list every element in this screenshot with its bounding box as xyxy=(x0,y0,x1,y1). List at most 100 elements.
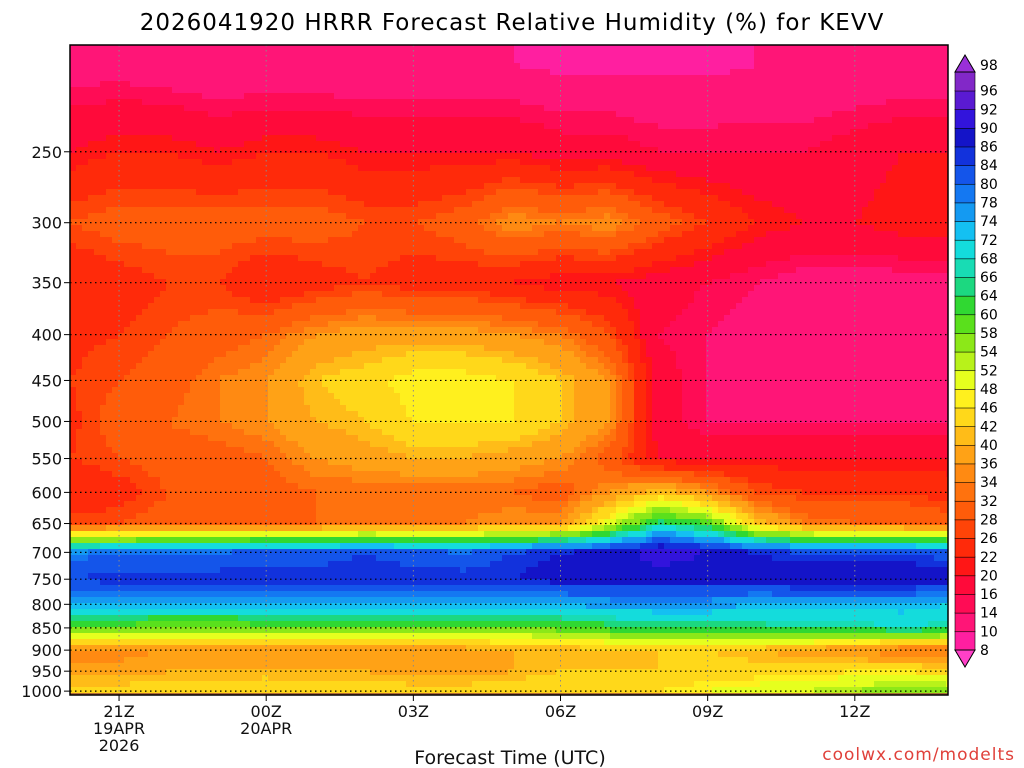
rh-cell xyxy=(226,219,233,226)
rh-cell xyxy=(226,453,233,460)
rh-cell xyxy=(214,327,221,334)
rh-cell xyxy=(136,237,143,244)
rh-cell xyxy=(274,195,281,202)
rh-cell xyxy=(334,255,341,262)
rh-cell xyxy=(304,597,311,604)
rh-cell xyxy=(310,525,317,532)
rh-cell xyxy=(112,681,119,688)
rh-cell xyxy=(268,609,275,616)
rh-cell xyxy=(130,93,137,100)
rh-cell xyxy=(196,255,203,262)
rh-cell xyxy=(106,423,113,430)
rh-cell xyxy=(220,171,227,178)
rh-cell xyxy=(130,255,137,262)
rh-cell xyxy=(226,201,233,208)
rh-cell xyxy=(262,435,269,442)
rh-cell xyxy=(160,531,167,538)
rh-cell xyxy=(316,93,323,100)
rh-cell xyxy=(82,123,89,130)
rh-cell xyxy=(298,261,305,268)
rh-cell xyxy=(202,351,209,358)
rh-cell xyxy=(328,561,335,568)
rh-cell xyxy=(316,465,323,472)
rh-cell xyxy=(100,597,107,604)
rh-cell xyxy=(280,537,287,544)
rh-cell xyxy=(340,567,347,574)
rh-cell xyxy=(178,243,185,250)
rh-cell xyxy=(190,609,197,616)
rh-cell xyxy=(226,627,233,634)
rh-cell xyxy=(232,75,239,82)
rh-cell xyxy=(172,285,179,292)
rh-cell xyxy=(256,687,263,694)
rh-cell xyxy=(178,657,185,664)
rh-cell xyxy=(88,135,95,142)
rh-cell xyxy=(316,645,323,652)
rh-cell xyxy=(334,69,341,76)
rh-cell xyxy=(112,615,119,622)
rh-cell xyxy=(232,63,239,70)
rh-cell xyxy=(178,213,185,220)
rh-cell xyxy=(100,363,107,370)
rh-cell xyxy=(142,381,149,388)
rh-cell xyxy=(172,45,179,52)
rh-cell xyxy=(238,45,245,52)
rh-cell xyxy=(148,45,155,52)
rh-cell xyxy=(292,165,299,172)
rh-cell xyxy=(184,417,191,424)
rh-cell xyxy=(328,327,335,334)
rh-cell xyxy=(82,231,89,238)
rh-cell xyxy=(136,87,143,94)
rh-cell xyxy=(124,351,131,358)
rh-cell xyxy=(268,321,275,328)
rh-cell xyxy=(148,189,155,196)
rh-cell xyxy=(310,495,317,502)
rh-cell xyxy=(112,507,119,514)
rh-cell xyxy=(340,369,347,376)
rh-cell xyxy=(220,333,227,340)
rh-cell xyxy=(100,585,107,592)
rh-cell xyxy=(226,351,233,358)
rh-cell xyxy=(304,165,311,172)
rh-cell xyxy=(100,435,107,442)
rh-cell xyxy=(220,123,227,130)
rh-cell xyxy=(88,567,95,574)
rh-cell xyxy=(160,651,167,658)
rh-cell xyxy=(262,579,269,586)
rh-cell xyxy=(214,567,221,574)
rh-cell xyxy=(244,465,251,472)
rh-cell xyxy=(202,447,209,454)
rh-cell xyxy=(82,87,89,94)
rh-cell xyxy=(214,345,221,352)
rh-cell xyxy=(136,141,143,148)
rh-cell xyxy=(76,669,83,676)
rh-cell xyxy=(196,633,203,640)
rh-cell xyxy=(280,519,287,526)
rh-cell xyxy=(226,513,233,520)
rh-cell xyxy=(94,387,101,394)
rh-cell xyxy=(208,171,215,178)
rh-cell xyxy=(286,417,293,424)
rh-cell xyxy=(268,657,275,664)
rh-cell xyxy=(82,657,89,664)
rh-cell xyxy=(256,555,263,562)
rh-cell xyxy=(70,513,77,520)
rh-cell xyxy=(142,297,149,304)
rh-cell xyxy=(256,411,263,418)
rh-cell xyxy=(244,471,251,478)
rh-cell xyxy=(178,381,185,388)
rh-cell xyxy=(76,303,83,310)
rh-cell xyxy=(190,147,197,154)
rh-cell xyxy=(256,45,263,52)
rh-cell xyxy=(160,447,167,454)
rh-cell xyxy=(316,639,323,646)
rh-cell xyxy=(124,429,131,436)
rh-cell xyxy=(148,639,155,646)
rh-cell xyxy=(292,63,299,70)
rh-cell xyxy=(304,675,311,682)
rh-cell xyxy=(334,213,341,220)
rh-cell xyxy=(244,291,251,298)
rh-cell xyxy=(178,429,185,436)
rh-cell xyxy=(178,207,185,214)
rh-cell xyxy=(214,543,221,550)
